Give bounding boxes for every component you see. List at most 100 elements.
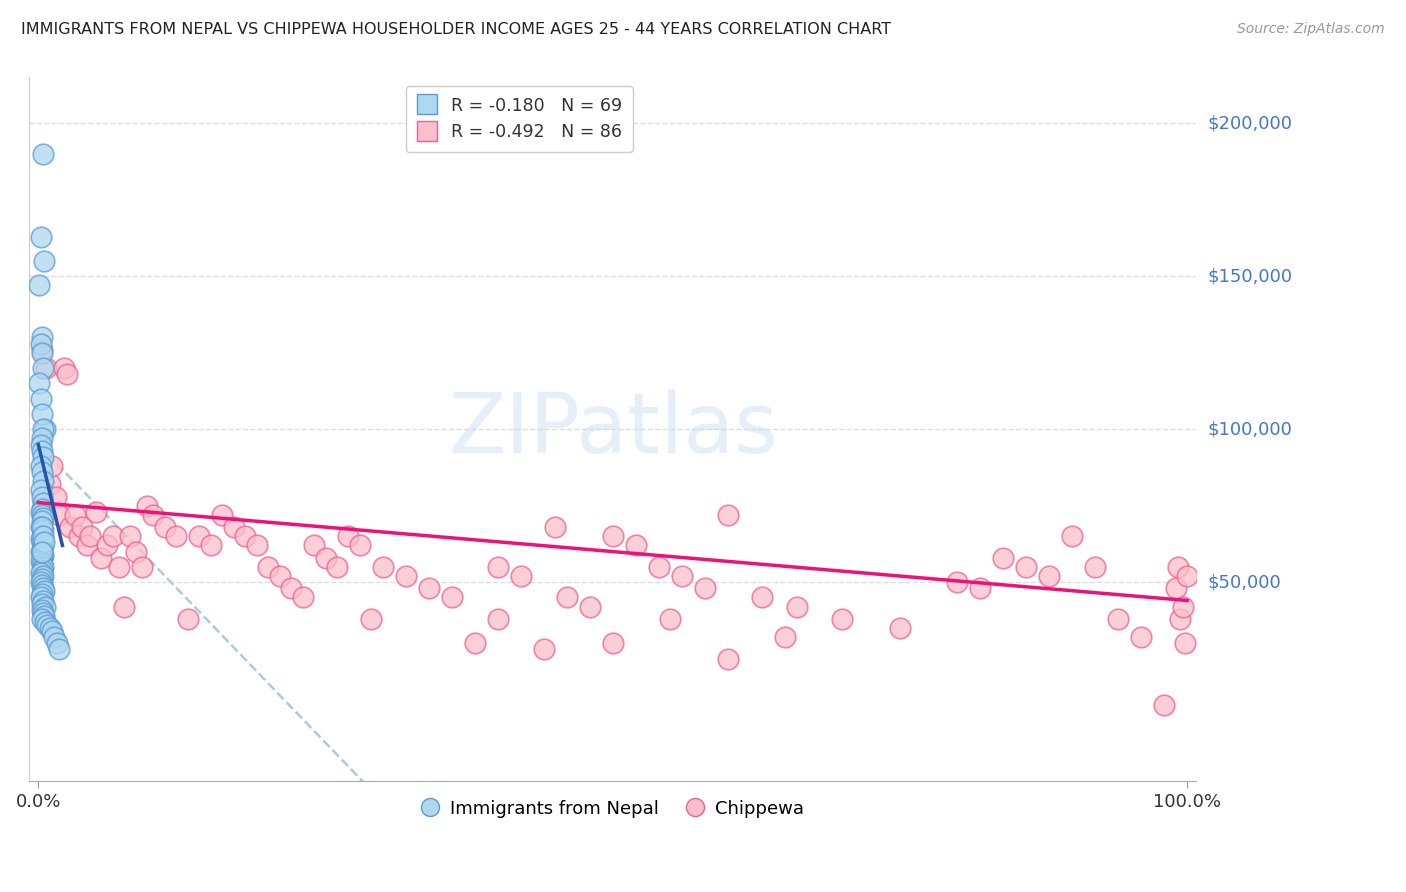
Point xyxy=(200,538,222,552)
Point xyxy=(831,612,853,626)
Point xyxy=(326,560,349,574)
Point xyxy=(395,569,418,583)
Point xyxy=(31,557,53,571)
Point xyxy=(90,550,112,565)
Point xyxy=(659,612,682,626)
Point xyxy=(188,529,211,543)
Point xyxy=(440,591,463,605)
Point xyxy=(120,529,142,543)
Point xyxy=(30,437,52,451)
Point xyxy=(153,520,176,534)
Text: ZIPatlas: ZIPatlas xyxy=(447,389,778,470)
Point xyxy=(257,560,280,574)
Point xyxy=(32,569,55,583)
Point xyxy=(302,538,325,552)
Point xyxy=(1107,612,1129,626)
Point xyxy=(96,538,118,552)
Point xyxy=(717,508,740,522)
Point xyxy=(79,529,101,543)
Point xyxy=(136,499,159,513)
Point xyxy=(315,550,337,565)
Point xyxy=(31,508,53,522)
Point xyxy=(31,490,53,504)
Point xyxy=(30,520,52,534)
Point xyxy=(165,529,187,543)
Point xyxy=(1167,560,1189,574)
Point xyxy=(32,450,55,464)
Point xyxy=(30,392,52,406)
Point xyxy=(30,544,52,558)
Point xyxy=(67,529,90,543)
Point xyxy=(291,591,314,605)
Point xyxy=(211,508,233,522)
Point xyxy=(544,520,567,534)
Point xyxy=(671,569,693,583)
Point xyxy=(32,495,55,509)
Point xyxy=(30,458,52,473)
Point xyxy=(31,443,53,458)
Text: $200,000: $200,000 xyxy=(1208,114,1292,132)
Point xyxy=(464,636,486,650)
Point xyxy=(602,636,624,650)
Point xyxy=(486,560,509,574)
Point xyxy=(31,544,53,558)
Point xyxy=(360,612,382,626)
Point xyxy=(371,560,394,574)
Point xyxy=(38,621,60,635)
Point xyxy=(269,569,291,583)
Point xyxy=(32,606,55,620)
Point xyxy=(31,612,53,626)
Point xyxy=(1164,582,1187,596)
Point xyxy=(647,560,669,574)
Point xyxy=(31,345,53,359)
Point xyxy=(101,529,124,543)
Point xyxy=(38,477,60,491)
Point xyxy=(773,630,796,644)
Point xyxy=(1168,612,1191,626)
Point xyxy=(233,529,256,543)
Point xyxy=(31,343,53,357)
Point xyxy=(31,541,53,556)
Point xyxy=(30,591,52,605)
Point xyxy=(70,520,93,534)
Point xyxy=(44,490,66,504)
Point xyxy=(349,538,371,552)
Point xyxy=(624,538,647,552)
Point xyxy=(31,514,53,528)
Point xyxy=(31,578,53,592)
Point xyxy=(31,597,53,611)
Point xyxy=(84,505,107,519)
Point xyxy=(30,533,52,547)
Point xyxy=(30,505,52,519)
Point xyxy=(1062,529,1084,543)
Point xyxy=(32,535,55,549)
Point xyxy=(34,615,56,629)
Point xyxy=(28,376,51,391)
Point xyxy=(486,612,509,626)
Point xyxy=(418,582,440,596)
Point xyxy=(32,560,55,574)
Point xyxy=(1084,560,1107,574)
Point xyxy=(31,563,53,577)
Point xyxy=(969,582,991,596)
Point xyxy=(31,465,53,479)
Point xyxy=(751,591,773,605)
Point xyxy=(509,569,531,583)
Point xyxy=(1171,599,1194,614)
Point xyxy=(31,587,53,601)
Point xyxy=(32,511,55,525)
Text: IMMIGRANTS FROM NEPAL VS CHIPPEWA HOUSEHOLDER INCOME AGES 25 - 44 YEARS CORRELAT: IMMIGRANTS FROM NEPAL VS CHIPPEWA HOUSEH… xyxy=(21,22,891,37)
Point xyxy=(280,582,302,596)
Point xyxy=(32,529,55,543)
Point xyxy=(786,599,808,614)
Point xyxy=(63,508,86,522)
Point xyxy=(44,630,66,644)
Point xyxy=(32,584,55,599)
Text: Source: ZipAtlas.com: Source: ZipAtlas.com xyxy=(1237,22,1385,37)
Point xyxy=(35,361,58,376)
Point xyxy=(28,278,51,293)
Point xyxy=(31,520,53,534)
Point xyxy=(31,603,53,617)
Point xyxy=(30,229,52,244)
Point xyxy=(717,651,740,665)
